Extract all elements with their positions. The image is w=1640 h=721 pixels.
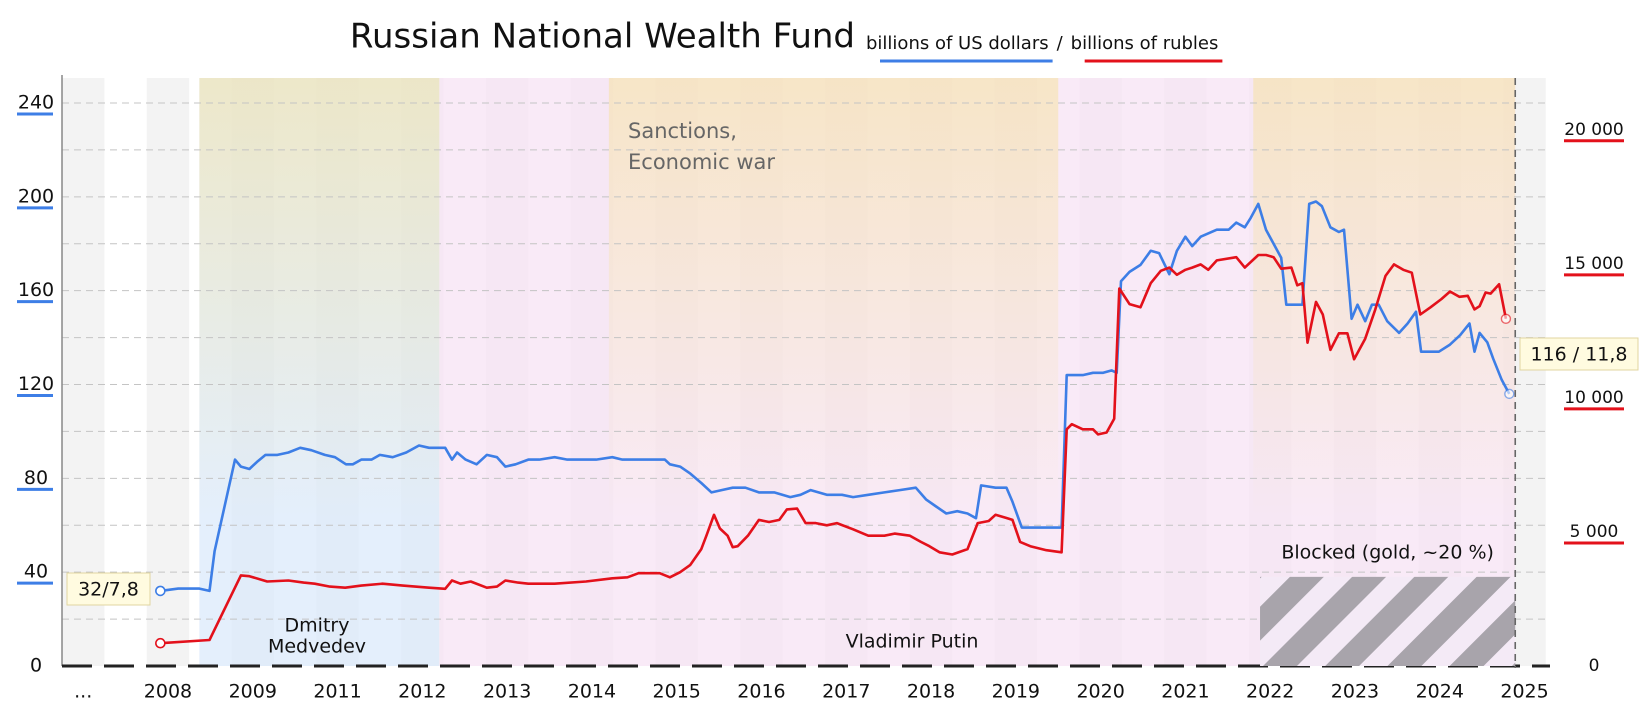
x-tick-label: 2024 (1416, 681, 1464, 703)
background-layer (62, 78, 1550, 666)
legend-label: billions of rubles (1071, 33, 1219, 54)
x-tick-label: 2022 (1246, 681, 1294, 703)
tick-band (146, 78, 190, 666)
end-point (1500, 313, 1512, 325)
x-tick-label: 2017 (822, 681, 870, 703)
start-point (155, 585, 166, 597)
x-tick-label: 2020 (1076, 681, 1124, 703)
x-tick-label: 2009 (229, 681, 277, 703)
shaded-label: Economic war (628, 150, 775, 174)
x-tick-label: 2012 (398, 681, 446, 703)
x-tick-label: 2025 (1500, 681, 1548, 703)
shaded-label: Sanctions, (628, 119, 737, 143)
shaded-period (1253, 78, 1516, 666)
x-tick-label: 2011 (313, 681, 361, 703)
x-tick-label: 2015 (653, 681, 701, 703)
term-label: Medvedev (268, 636, 366, 658)
legend-separator: / (1057, 33, 1064, 54)
x-tick-label: ... (74, 681, 92, 703)
y-tick-label: 80 (24, 467, 48, 489)
y2-tick-label: 20 000 (1564, 120, 1623, 140)
value-box-label: 32/7,8 (78, 579, 139, 601)
chart-title: Russian National Wealth Fund (350, 17, 855, 57)
y-tick-label: 200 (18, 185, 54, 207)
x-tick-label: 2023 (1331, 681, 1379, 703)
shaded-period (199, 78, 440, 666)
blocked-area (1260, 576, 1516, 666)
x-tick-label: 2021 (1161, 681, 1209, 703)
x-tick-label: 2018 (907, 681, 955, 703)
y-tick-label: 240 (18, 92, 54, 114)
y2-tick-label: 15 000 (1564, 254, 1623, 274)
series-line (160, 253, 1508, 645)
value-box (1519, 337, 1639, 371)
value-box-label: 116 / 11,8 (1530, 344, 1627, 366)
blocked-label: Blocked (gold, ~20 %) (1281, 541, 1494, 563)
y2-tick-label: 0 (1589, 656, 1600, 676)
value-box (66, 572, 151, 606)
y-tick-label: 160 (18, 279, 54, 301)
x-tick-label: 2016 (737, 681, 785, 703)
x-tick-label: 2013 (483, 681, 531, 703)
start-point (155, 637, 166, 649)
y2-tick-label: 10 000 (1564, 388, 1623, 408)
y-tick-label: 120 (18, 373, 54, 395)
y-tick-label: 0 (30, 655, 42, 677)
tick-band (62, 78, 105, 666)
x-tick-label: 2008 (144, 681, 192, 703)
y2-tick-label: 5 000 (1570, 522, 1619, 542)
legend-label: billions of US dollars (866, 33, 1049, 54)
term-label: Vladimir Putin (846, 631, 979, 653)
term-label: Dmitry (285, 615, 350, 637)
x-tick-label: 2019 (992, 681, 1040, 703)
end-point (1504, 388, 1515, 400)
series-line (160, 200, 1511, 593)
y-tick-label: 40 (24, 561, 48, 583)
x-tick-label: 2014 (568, 681, 616, 703)
